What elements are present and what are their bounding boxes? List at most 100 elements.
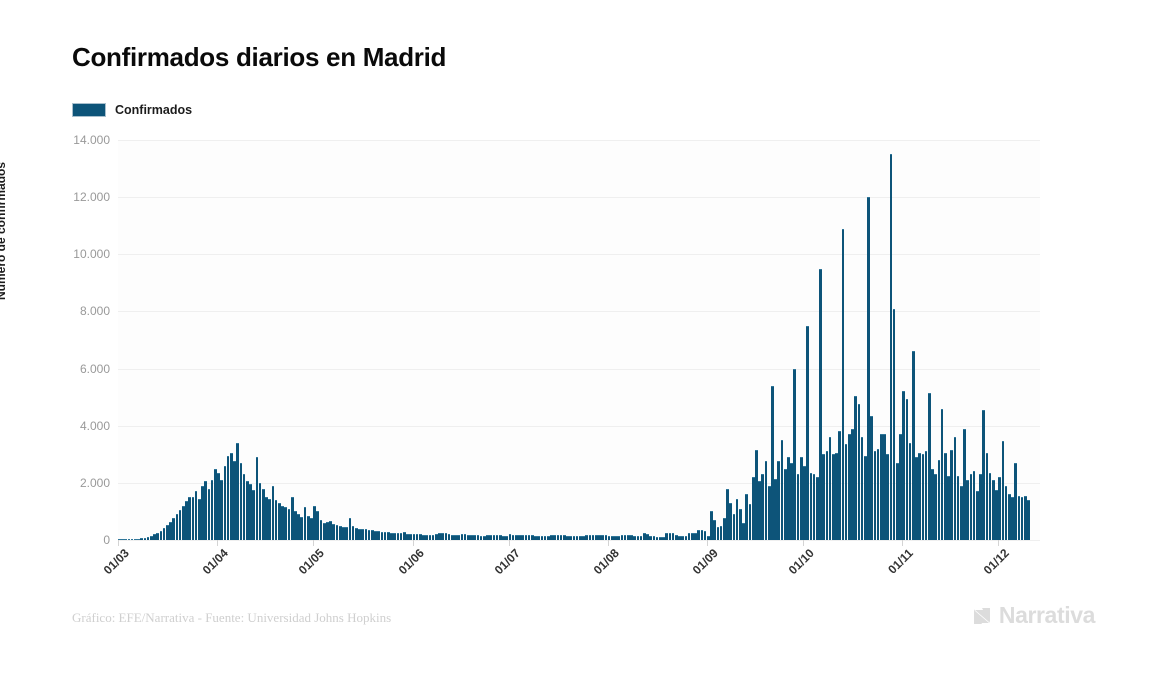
bar[interactable] [438,533,441,540]
bar[interactable] [707,535,710,540]
bar[interactable] [847,434,851,540]
bar[interactable] [294,511,297,540]
bar[interactable] [300,517,304,540]
bar[interactable] [799,457,803,540]
bar[interactable] [975,491,979,540]
bar[interactable] [716,527,720,540]
bar[interactable] [319,520,323,540]
bar[interactable] [835,452,838,540]
bar[interactable] [963,428,966,540]
bar[interactable] [918,452,921,540]
bar[interactable] [214,468,217,540]
bar[interactable] [358,528,361,540]
bar[interactable] [940,408,944,540]
bar[interactable] [489,535,492,540]
bar[interactable] [566,535,569,540]
bar[interactable] [585,534,589,540]
bar[interactable] [476,535,480,540]
bar[interactable] [735,498,739,540]
bar[interactable] [719,525,723,540]
bar[interactable] [659,536,662,540]
bar[interactable] [226,455,230,540]
bar[interactable] [550,534,553,540]
bar[interactable] [982,410,985,540]
bar[interactable] [809,472,813,540]
bar[interactable] [729,502,733,540]
bar[interactable] [268,498,272,540]
bar[interactable] [684,535,688,540]
bar[interactable] [863,455,867,540]
bar[interactable] [492,535,496,540]
bar[interactable] [297,514,300,540]
bar[interactable] [182,505,185,540]
bar[interactable] [694,532,697,540]
bar[interactable] [338,526,342,540]
bar[interactable] [134,539,137,540]
bar[interactable] [617,536,621,540]
bar[interactable] [249,484,252,540]
bar[interactable] [137,538,140,540]
bar[interactable] [169,521,172,540]
bar[interactable] [274,500,278,540]
bar[interactable] [934,474,937,540]
bar[interactable] [969,474,973,540]
bar[interactable] [441,532,444,540]
bar[interactable] [931,468,934,540]
bar[interactable] [153,534,156,540]
bar[interactable] [815,477,819,540]
bar[interactable] [518,534,521,540]
bar[interactable] [524,535,528,540]
bar[interactable] [831,454,835,540]
bar[interactable] [425,534,428,540]
bar[interactable] [422,534,425,540]
bar[interactable] [937,460,941,540]
bar[interactable] [892,308,896,540]
bar[interactable] [588,534,592,540]
bar[interactable] [780,440,784,540]
bar[interactable] [703,530,707,540]
bar[interactable] [236,442,240,540]
bar[interactable] [278,502,281,540]
bar[interactable] [886,454,889,540]
bar[interactable] [723,517,726,540]
bar[interactable] [636,535,640,540]
bar[interactable] [434,534,438,540]
bar[interactable] [354,527,358,540]
bar[interactable] [140,538,144,540]
bar[interactable] [614,535,617,540]
bar[interactable] [470,535,473,540]
bar[interactable] [546,536,550,540]
bar[interactable] [530,535,534,540]
bar[interactable] [178,510,182,540]
bar[interactable] [121,539,124,540]
bar[interactable] [562,535,566,540]
bar[interactable] [1014,462,1017,540]
bar[interactable] [943,452,947,540]
bar[interactable] [748,504,752,540]
bar[interactable] [326,522,329,540]
bar[interactable] [502,535,505,540]
bar[interactable] [985,452,989,540]
bar[interactable] [313,505,316,540]
bar[interactable] [322,522,326,540]
bar[interactable] [895,462,899,540]
bar[interactable] [745,494,749,540]
bar[interactable] [751,477,755,540]
bar[interactable] [290,497,294,540]
bar[interactable] [383,532,387,540]
bar[interactable] [242,474,246,540]
bar[interactable] [739,508,742,540]
bar[interactable] [351,525,355,540]
bar[interactable] [803,465,806,540]
bar[interactable] [118,539,121,540]
bar[interactable] [841,228,845,540]
bar[interactable] [854,395,857,540]
bar[interactable] [364,529,368,540]
bar[interactable] [543,536,547,540]
bar[interactable] [511,534,515,540]
bar[interactable] [207,488,211,540]
bar[interactable] [902,391,905,540]
bar[interactable] [755,450,758,540]
bar[interactable] [204,481,208,540]
bar[interactable] [611,535,614,540]
